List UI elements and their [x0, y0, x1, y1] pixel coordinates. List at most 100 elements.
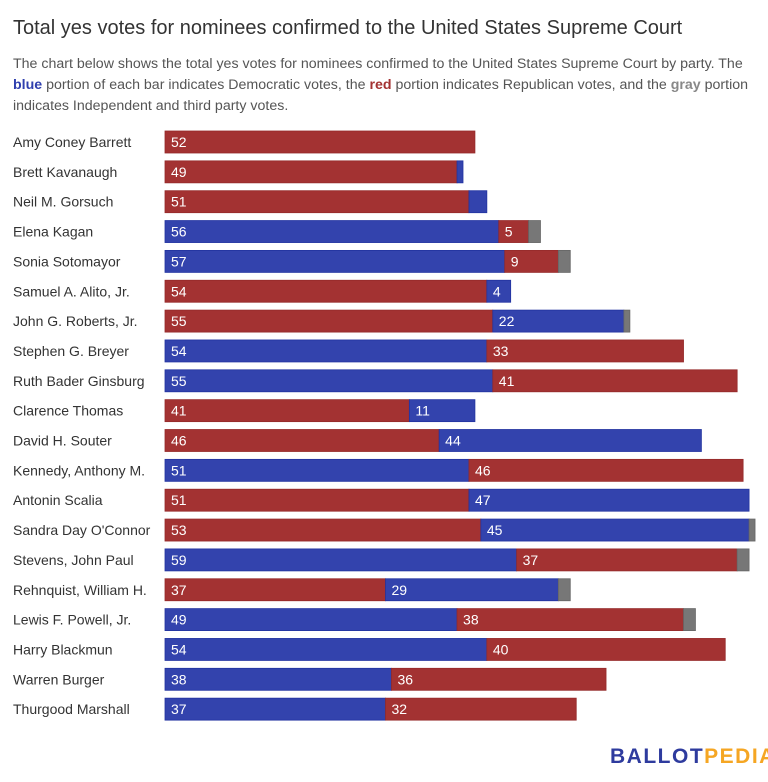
subtitle-text: portion indicates Independent and third …	[13, 77, 749, 114]
subtitle-text: The chart below shows the total yes vote…	[13, 56, 743, 72]
data-label: 51	[171, 462, 187, 478]
bar-segment-R	[492, 369, 738, 393]
data-label: 57	[171, 253, 187, 269]
bar-segment-D	[468, 488, 750, 512]
bar-segment-R	[164, 130, 476, 154]
data-label: 56	[171, 224, 187, 240]
bar-segment-R	[486, 638, 726, 661]
category-label: Stevens, John Paul	[13, 552, 134, 568]
category-label: Stephen G. Breyer	[13, 343, 129, 359]
bar-segment-I	[736, 548, 750, 572]
logo-part: BALLOT	[610, 745, 705, 768]
data-label: 32	[392, 701, 408, 717]
data-label: 37	[171, 701, 187, 717]
bar-segment-D	[480, 518, 750, 542]
category-label: Neil M. Gorsuch	[13, 194, 113, 210]
bar-segment-R	[468, 458, 744, 482]
data-label: 38	[171, 671, 187, 687]
bar-segment-R	[385, 697, 577, 721]
data-label: 11	[415, 403, 430, 419]
data-label: 36	[397, 671, 413, 687]
category-label: Sonia Sotomayor	[13, 253, 121, 269]
bar-segment-R	[164, 578, 386, 602]
subtitle-text: portion indicates Republican votes, and …	[391, 77, 671, 93]
data-label: 54	[171, 283, 187, 299]
subtitle-gray: gray	[670, 77, 701, 93]
chart-subtitle: The chart below shows the total yes vote…	[13, 54, 758, 117]
bar-segment-D	[164, 458, 470, 482]
data-label: 33	[493, 343, 509, 359]
bar-segment-D	[486, 279, 512, 303]
bar-segment-D	[164, 369, 494, 393]
data-label: 49	[171, 164, 187, 180]
data-label: 45	[487, 522, 503, 538]
bar-segment-I	[683, 608, 696, 631]
bar-segment-R	[391, 667, 607, 691]
bar-segment-D	[385, 578, 559, 602]
bar-segment-D	[438, 429, 702, 452]
data-label: 55	[171, 313, 187, 329]
data-label: 44	[445, 433, 461, 449]
bar-segment-D	[164, 220, 500, 243]
bar-segment-R	[456, 608, 684, 631]
bar-segment-R	[516, 548, 738, 572]
bar-segment-R	[498, 220, 529, 243]
bar-segment-D	[164, 339, 488, 363]
category-label: Clarence Thomas	[13, 403, 123, 419]
bar-segment-D	[456, 160, 464, 184]
bar-segment-R	[164, 429, 440, 452]
data-label: 40	[493, 641, 509, 657]
data-label: 46	[475, 462, 491, 478]
category-label: Thurgood Marshall	[13, 701, 130, 717]
bar-segment-D	[164, 638, 488, 661]
category-label: Elena Kagan	[13, 224, 93, 240]
bar-segment-D	[408, 399, 476, 423]
bar-segment-D	[164, 249, 506, 273]
data-label: 59	[171, 552, 187, 568]
category-label: Warren Burger	[13, 671, 105, 687]
data-label: 4	[493, 283, 501, 299]
category-label: Samuel A. Alito, Jr.	[13, 283, 130, 299]
data-label: 49	[171, 612, 187, 628]
data-label: 51	[171, 492, 187, 508]
data-label: 54	[171, 343, 187, 359]
category-label: Lewis F. Powell, Jr.	[13, 612, 131, 628]
bar-segment-D	[164, 697, 386, 721]
data-label: 5	[505, 224, 513, 240]
bar-segment-R	[164, 399, 410, 423]
bar-segment-I	[528, 220, 541, 243]
bar-segment-D	[164, 667, 392, 691]
category-label: Antonin Scalia	[13, 492, 103, 508]
subtitle-text: portion of each bar indicates Democratic…	[42, 77, 370, 93]
data-label: 55	[171, 373, 187, 389]
category-label: Brett Kavanaugh	[13, 164, 117, 180]
bar-segment-I	[623, 309, 631, 333]
data-label: 38	[463, 612, 479, 628]
bar-segment-D	[164, 608, 458, 631]
category-label: Amy Coney Barrett	[13, 134, 131, 150]
bar-segment-I	[557, 578, 571, 602]
bar-segment-R	[164, 160, 458, 184]
ballotpedia-logo: BALLOTPEDIA	[610, 745, 768, 769]
bar-segment-I	[557, 249, 571, 273]
data-label: 37	[523, 552, 539, 568]
bar-segment-D	[164, 548, 518, 572]
data-label: 52	[171, 134, 187, 150]
bar-segment-R	[486, 339, 684, 363]
category-label: Rehnquist, William H.	[13, 582, 147, 598]
data-label: 29	[392, 582, 408, 598]
data-label: 37	[171, 582, 187, 598]
data-label: 47	[475, 492, 491, 508]
subtitle-red: red	[369, 77, 392, 93]
data-label: 41	[171, 403, 187, 419]
bar-segment-R	[164, 279, 488, 303]
bar-segment-D	[468, 190, 488, 214]
data-label: 22	[499, 313, 515, 329]
bar-segment-R	[164, 488, 470, 512]
category-label: Ruth Bader Ginsburg	[13, 373, 145, 389]
data-label: 41	[499, 373, 515, 389]
category-label: Harry Blackmun	[13, 641, 113, 657]
logo-part: PEDIA	[704, 745, 768, 768]
